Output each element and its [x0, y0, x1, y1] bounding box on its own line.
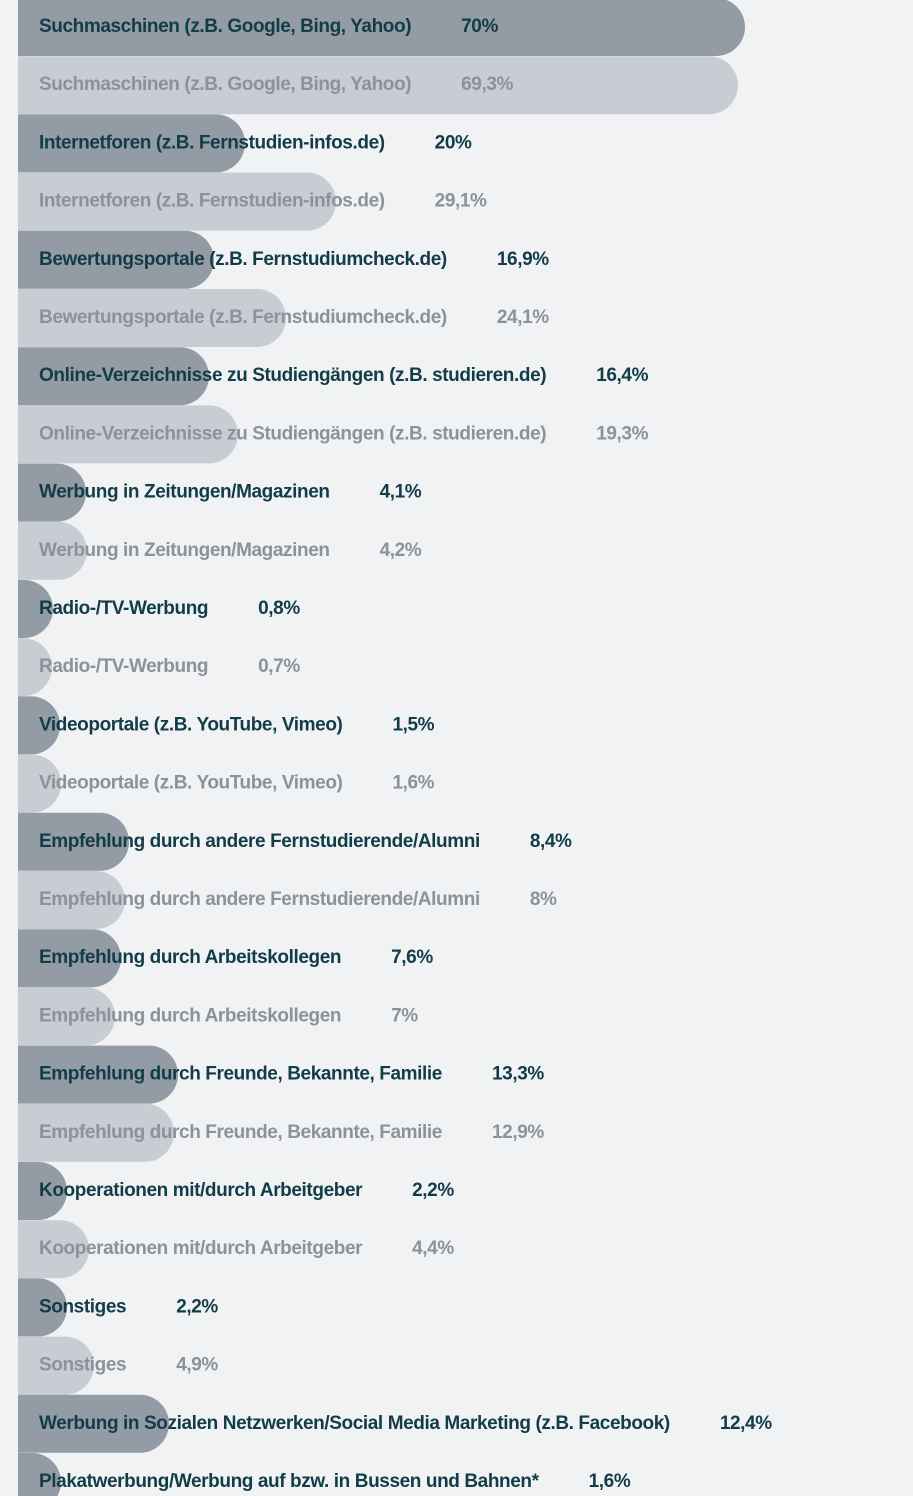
- value-label: 4,9%: [176, 1355, 218, 1376]
- value-label: 13,3%: [492, 1064, 544, 1085]
- value-label: 0,7%: [258, 656, 300, 677]
- value-label: 4,2%: [380, 540, 422, 561]
- category-label: Werbung in Zeitungen/Magazinen: [39, 482, 330, 503]
- bar: [18, 0, 745, 56]
- value-label: 1,6%: [392, 773, 434, 794]
- value-label: 12,9%: [492, 1122, 544, 1143]
- value-label: 19,3%: [596, 423, 648, 444]
- category-label: Plakatwerbung/Werbung auf bzw. in Bussen…: [39, 1471, 540, 1492]
- value-label: 24,1%: [497, 307, 549, 328]
- category-label: Radio-/TV-Werbung: [39, 656, 208, 677]
- bar: [18, 114, 246, 173]
- value-label: 1,6%: [589, 1471, 631, 1492]
- bar: [18, 987, 115, 1046]
- value-label: 16,4%: [596, 365, 648, 386]
- category-label: Empfehlung durch Freunde, Bekannte, Fami…: [39, 1064, 442, 1085]
- bar: [18, 638, 52, 697]
- bar: [18, 754, 62, 813]
- category-label: Sonstiges: [39, 1355, 126, 1376]
- bars: [18, 0, 745, 1496]
- bar: [18, 1162, 67, 1220]
- value-label: 0,8%: [258, 598, 300, 619]
- category-label: Suchmaschinen (z.B. Google, Bing, Yahoo): [39, 16, 411, 37]
- category-label: Empfehlung durch Arbeitskollegen: [39, 1005, 341, 1026]
- bar: [18, 289, 286, 347]
- bar: [18, 405, 238, 464]
- category-label: Kooperationen mit/durch Arbeitgeber: [39, 1238, 363, 1259]
- value-label: 8%: [530, 889, 557, 910]
- value-label: 29,1%: [435, 191, 487, 212]
- value-label: 7%: [391, 1005, 418, 1026]
- category-label: Online-Verzeichnisse zu Studiengängen (z…: [39, 365, 546, 386]
- category-label: Internetforen (z.B. Fernstudien-infos.de…: [39, 132, 385, 153]
- bar: [18, 347, 209, 406]
- bar: [18, 812, 129, 871]
- bar: [18, 1045, 178, 1104]
- bar: [18, 871, 125, 929]
- category-label: Internetforen (z.B. Fernstudien-infos.de…: [39, 191, 385, 212]
- bar: [18, 1336, 94, 1395]
- value-label: 16,9%: [497, 249, 549, 270]
- category-label: Empfehlung durch Arbeitskollegen: [39, 947, 341, 968]
- value-label: 70%: [461, 16, 498, 37]
- category-label: Kooperationen mit/durch Arbeitgeber: [39, 1180, 363, 1201]
- bar: [18, 696, 60, 755]
- bar: [18, 56, 738, 115]
- bar: [18, 1278, 67, 1337]
- bar: [18, 1394, 169, 1453]
- bar: [18, 1453, 61, 1496]
- category-label: Suchmaschinen (z.B. Google, Bing, Yahoo): [39, 74, 411, 95]
- value-label: 12,4%: [720, 1413, 772, 1434]
- value-label: 20%: [435, 132, 472, 153]
- bar: [18, 521, 87, 580]
- bar: [18, 230, 214, 289]
- category-label: Empfehlung durch andere Fernstudierende/…: [39, 889, 480, 910]
- category-label: Werbung in Zeitungen/Magazinen: [39, 540, 330, 561]
- category-label: Radio-/TV-Werbung: [39, 598, 208, 619]
- bar: [18, 172, 336, 231]
- bar: [18, 1103, 174, 1162]
- value-label: 4,1%: [380, 482, 422, 503]
- category-label: Videoportale (z.B. YouTube, Vimeo): [39, 773, 343, 794]
- bar: [18, 580, 53, 638]
- value-label: 2,2%: [176, 1296, 218, 1317]
- category-label: Online-Verzeichnisse zu Studiengängen (z…: [39, 423, 546, 444]
- category-label: Empfehlung durch andere Fernstudierende/…: [39, 831, 480, 852]
- value-label: 7,6%: [391, 947, 433, 968]
- category-label: Werbung in Sozialen Netzwerken/Social Me…: [39, 1413, 670, 1434]
- value-label: 4,4%: [412, 1238, 454, 1259]
- category-label: Sonstiges: [39, 1296, 126, 1317]
- value-label: 1,5%: [392, 714, 434, 735]
- category-label: Bewertungsportale (z.B. Fernstudiumcheck…: [39, 249, 447, 270]
- bar: [18, 1220, 89, 1279]
- value-label: 8,4%: [530, 831, 572, 852]
- category-label: Videoportale (z.B. YouTube, Vimeo): [39, 714, 343, 735]
- bar: [18, 929, 121, 988]
- value-label: 2,2%: [412, 1180, 454, 1201]
- category-label: Bewertungsportale (z.B. Fernstudiumcheck…: [39, 307, 447, 328]
- category-label: Empfehlung durch Freunde, Bekannte, Fami…: [39, 1122, 442, 1143]
- bar: [18, 463, 86, 522]
- value-label: 69,3%: [461, 74, 513, 95]
